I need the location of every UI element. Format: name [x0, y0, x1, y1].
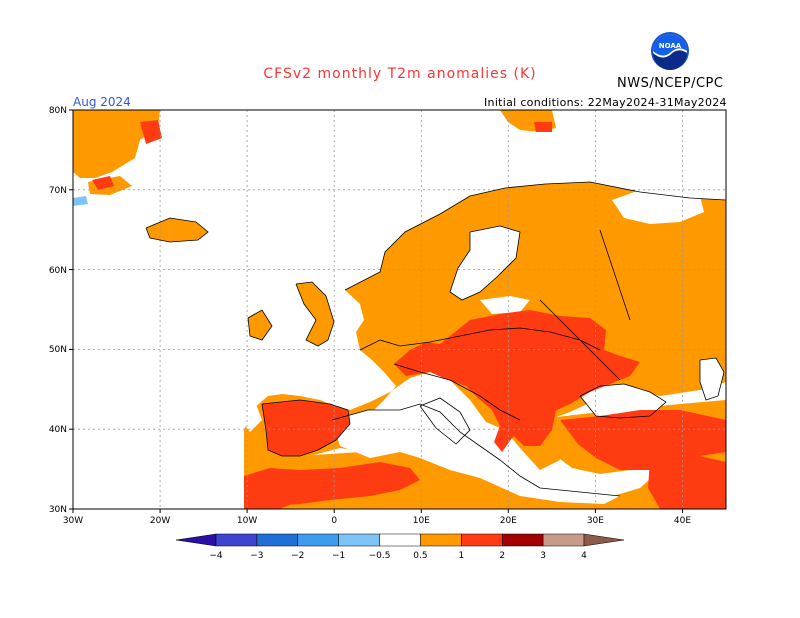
lat-ticks — [69, 109, 73, 510]
lat-label: 60N — [49, 266, 67, 276]
lat-label: 40N — [49, 425, 67, 435]
colorbar-label: −3 — [250, 551, 263, 561]
initial-conditions: Initial conditions: 22May2024-31May2024 — [484, 96, 727, 109]
lon-label: 30W — [63, 516, 83, 526]
plot-frame — [72, 109, 727, 510]
colorbar-label: −0.5 — [369, 551, 391, 561]
lon-label: 30E — [587, 516, 604, 526]
lat-label: 30N — [49, 505, 67, 515]
colorbar-label: 2 — [499, 551, 505, 561]
anomaly-fill-negative — [73, 196, 88, 206]
lon-ticks — [72, 509, 683, 513]
colorbar-label: 1 — [458, 551, 464, 561]
colorbar-label: 0.5 — [413, 551, 427, 561]
lon-label: 10W — [237, 516, 257, 526]
colorbar-arrow-low — [175, 533, 217, 547]
colorbar-swatch — [297, 533, 339, 547]
logo-text: NOAA — [659, 42, 682, 50]
colorbar-swatch — [461, 533, 503, 547]
colorbar-swatch — [501, 533, 544, 547]
colorbar-swatch — [215, 533, 258, 547]
colorbar-label: −2 — [291, 551, 304, 561]
map-title: CFSv2 monthly T2m anomalies (K) — [263, 66, 537, 82]
anomaly-fill-1-2 — [92, 120, 726, 509]
lon-label: 20E — [500, 516, 517, 526]
colorbar-swatch — [379, 533, 421, 547]
lon-label: 20W — [150, 516, 170, 526]
colorbar-label: −4 — [209, 551, 223, 561]
forecast-month: Aug 2024 — [73, 95, 131, 109]
agency-label: NWS/NCEP/CPC — [617, 76, 724, 91]
noaa-logo-icon: NOAA — [651, 32, 689, 70]
colorbar-arrow-high — [583, 533, 625, 547]
colorbar-swatch — [338, 533, 380, 547]
lon-label: 10E — [413, 516, 430, 526]
coastlines — [145, 181, 726, 497]
lat-label: 50N — [49, 345, 67, 355]
colorbar-label: 4 — [581, 551, 587, 561]
colorbar-swatch — [420, 533, 462, 547]
colorbar-swatch — [256, 533, 299, 547]
colorbar-swatch — [542, 533, 585, 547]
lat-label: 80N — [49, 106, 67, 116]
graticule — [73, 110, 726, 509]
colorbar-label: −1 — [332, 551, 345, 561]
colorbar: −4 −3 −2 −1 −0.5 0.5 1 2 3 4 — [175, 533, 625, 561]
lon-label: 40E — [674, 516, 691, 526]
lon-label: 0 — [331, 516, 337, 526]
lat-label: 70N — [49, 186, 67, 196]
colorbar-label: 3 — [540, 551, 546, 561]
